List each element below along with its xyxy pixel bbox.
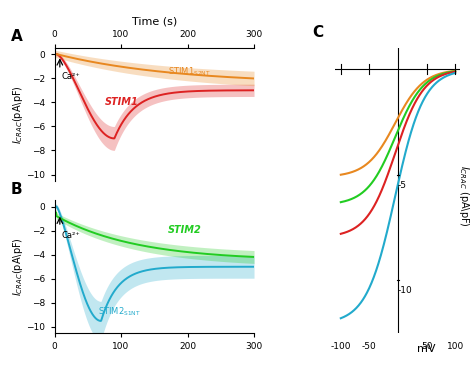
Text: -5: -5 — [398, 181, 407, 190]
Y-axis label: $I_{CRAC}$(pA\pF): $I_{CRAC}$(pA\pF) — [11, 237, 25, 296]
Text: mV: mV — [417, 344, 436, 354]
X-axis label: Time (s): Time (s) — [132, 17, 177, 27]
Text: Ca²⁺: Ca²⁺ — [61, 231, 80, 240]
Text: C: C — [313, 25, 324, 40]
Y-axis label: $I_{CRAC}$(pA\pF): $I_{CRAC}$(pA\pF) — [11, 85, 25, 144]
Text: STIM1: STIM1 — [104, 97, 138, 107]
Text: STIM2: STIM2 — [168, 225, 201, 235]
Text: STIM2$_{\rm S1NT}$: STIM2$_{\rm S1NT}$ — [98, 306, 141, 319]
Text: $I_{CRAC}$ (pA\pF): $I_{CRAC}$ (pA\pF) — [457, 165, 471, 227]
Text: A: A — [10, 30, 22, 44]
Text: B: B — [10, 182, 22, 197]
Text: -10: -10 — [398, 286, 413, 295]
Text: STIM1$_{\rm S2NT}$: STIM1$_{\rm S2NT}$ — [168, 65, 210, 78]
Text: Ca²⁺: Ca²⁺ — [61, 72, 80, 81]
